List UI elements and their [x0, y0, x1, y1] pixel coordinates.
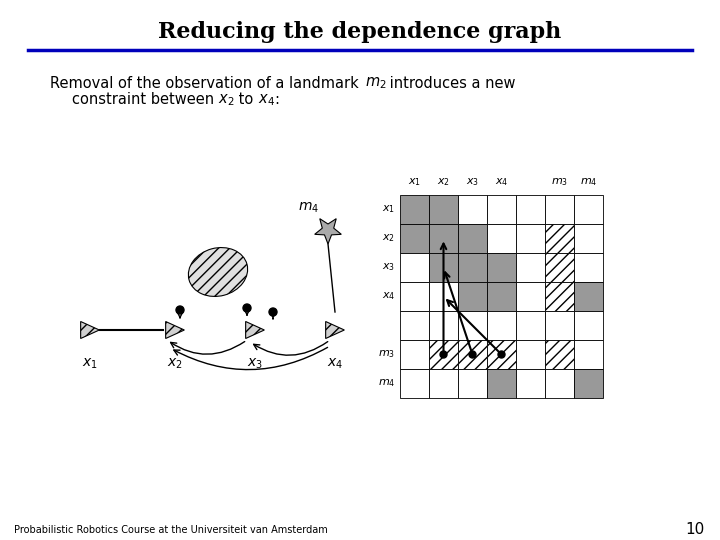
Bar	[400, 369, 429, 398]
Circle shape	[243, 304, 251, 312]
Circle shape	[469, 351, 476, 358]
Bar	[516, 195, 545, 224]
Bar	[487, 282, 516, 311]
Bar	[487, 195, 516, 224]
Polygon shape	[315, 219, 341, 244]
Text: Removal of the observation of a landmark: Removal of the observation of a landmark	[50, 76, 364, 91]
Text: introduces a new: introduces a new	[385, 76, 516, 91]
Bar	[574, 224, 603, 253]
Bar	[429, 340, 458, 369]
Text: $x_2$: $x_2$	[218, 92, 235, 108]
Bar	[487, 224, 516, 253]
Bar	[574, 253, 603, 282]
Bar	[545, 340, 574, 369]
Bar	[516, 282, 545, 311]
Text: $m_4$: $m_4$	[298, 201, 319, 215]
Bar	[429, 195, 458, 224]
Bar	[458, 311, 487, 340]
Text: $x_1$: $x_1$	[382, 204, 395, 215]
Polygon shape	[325, 321, 344, 339]
Bar	[574, 195, 603, 224]
Bar	[458, 224, 487, 253]
Bar	[429, 369, 458, 398]
Text: $x_3$: $x_3$	[247, 357, 263, 371]
Bar	[516, 340, 545, 369]
Bar	[400, 311, 429, 340]
Circle shape	[498, 351, 505, 358]
Text: $x_4$: $x_4$	[495, 176, 508, 188]
Bar	[516, 224, 545, 253]
Text: :: :	[274, 92, 279, 107]
Bar	[400, 253, 429, 282]
Text: $x_2$: $x_2$	[167, 357, 183, 371]
Bar	[487, 340, 516, 369]
Bar	[429, 282, 458, 311]
Bar	[516, 253, 545, 282]
Bar	[429, 311, 458, 340]
Text: constraint between: constraint between	[72, 92, 219, 107]
Text: $m_4$: $m_4$	[377, 377, 395, 389]
Bar	[458, 340, 487, 369]
Text: $m_3$: $m_3$	[378, 349, 395, 360]
Text: Probabilistic Robotics Course at the Universiteit van Amsterdam: Probabilistic Robotics Course at the Uni…	[14, 525, 328, 535]
Circle shape	[269, 308, 277, 316]
Bar	[458, 253, 487, 282]
Bar	[574, 369, 603, 398]
Text: $x_1$: $x_1$	[82, 357, 98, 371]
Bar	[545, 369, 574, 398]
Circle shape	[440, 351, 447, 358]
Text: $m_3$: $m_3$	[551, 176, 568, 188]
Circle shape	[176, 306, 184, 314]
Bar	[516, 311, 545, 340]
Bar	[545, 195, 574, 224]
Bar	[545, 282, 574, 311]
Bar	[545, 253, 574, 282]
Polygon shape	[166, 321, 184, 339]
Text: $x_1$: $x_1$	[408, 176, 421, 188]
Bar	[574, 340, 603, 369]
Bar	[400, 224, 429, 253]
Bar	[516, 369, 545, 398]
Bar	[458, 369, 487, 398]
Bar	[487, 253, 516, 282]
Text: $m_4$: $m_4$	[580, 176, 597, 188]
Bar	[400, 340, 429, 369]
Bar	[574, 311, 603, 340]
Text: $x_4$: $x_4$	[327, 357, 343, 371]
Ellipse shape	[189, 247, 248, 296]
Bar	[458, 195, 487, 224]
Text: 10: 10	[685, 523, 705, 537]
Bar	[545, 224, 574, 253]
Bar	[487, 311, 516, 340]
Bar	[487, 369, 516, 398]
Bar	[545, 311, 574, 340]
Polygon shape	[81, 321, 99, 339]
Text: $x_4$: $x_4$	[382, 291, 395, 302]
Bar	[574, 282, 603, 311]
Text: $x_4$: $x_4$	[258, 92, 275, 108]
Text: $m_2$: $m_2$	[365, 75, 387, 91]
Text: $x_3$: $x_3$	[382, 261, 395, 273]
Polygon shape	[246, 321, 264, 339]
Text: $x_2$: $x_2$	[382, 233, 395, 245]
Bar	[458, 282, 487, 311]
Text: to: to	[234, 92, 258, 107]
Bar	[400, 195, 429, 224]
Bar	[400, 282, 429, 311]
Text: $x_2$: $x_2$	[437, 176, 450, 188]
Bar	[429, 253, 458, 282]
Text: $x_3$: $x_3$	[466, 176, 479, 188]
Bar	[429, 224, 458, 253]
Text: Reducing the dependence graph: Reducing the dependence graph	[158, 21, 562, 43]
